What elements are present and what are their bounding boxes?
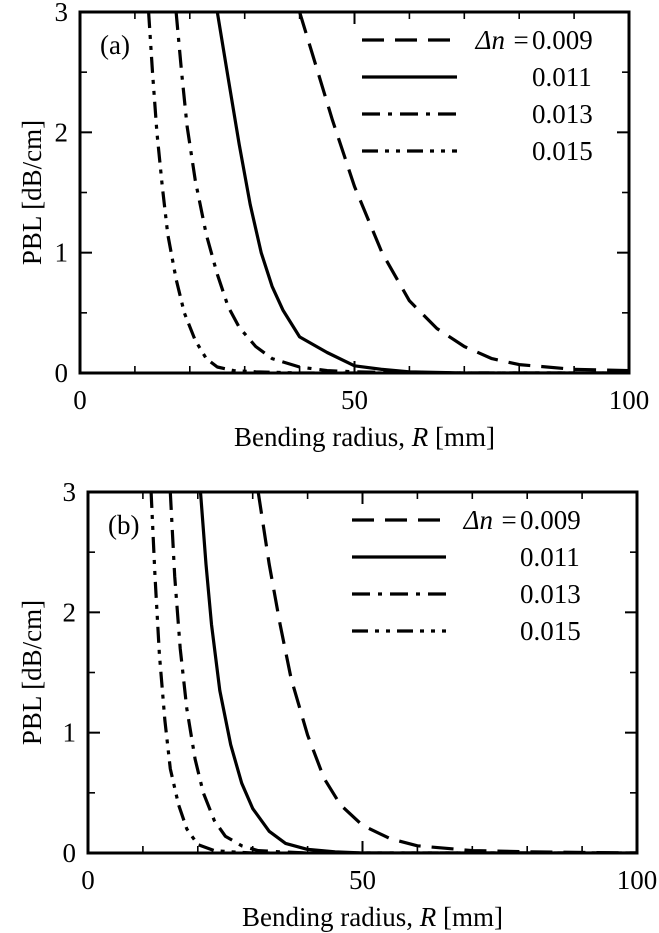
x-tick-label: 0 [73,385,87,415]
legend: Δn = 0.009 0.011 0.013 0.015 [362,25,593,166]
plot-frame [86,490,639,855]
panel-label: (b) [108,510,139,540]
y-tick-label: 3 [55,0,69,27]
legend-delta-n-label: Δn = [475,25,530,55]
y-tick-label: 1 [55,238,69,268]
series-line-0.009 [256,492,637,853]
y-tick-label: 2 [55,117,69,147]
legend-label-0.011: 0.011 [532,62,592,92]
y-tick-label: 1 [63,718,77,748]
series-line-0.013 [168,492,637,853]
x-tick-label: 0 [81,865,95,895]
legend-label-0.011: 0.011 [520,542,580,572]
legend-label-0.009: 0.009 [532,25,593,55]
legend-label-0.013: 0.013 [532,99,593,129]
y-axis-label: PBL [dB/cm] [17,120,47,265]
series-line-0.009 [298,12,629,373]
y-tick-label: 0 [55,358,69,388]
legend: Δn = 0.009 0.011 0.013 0.015 [352,505,581,646]
y-tick-label: 2 [63,597,77,627]
legend-label-0.015: 0.015 [520,616,581,646]
x-axis-label: Bending radius, R [mm] [242,902,503,932]
legend-label-0.015: 0.015 [532,136,593,166]
legend-label-0.009: 0.009 [520,505,581,535]
y-tick-label: 0 [63,838,77,868]
series-line-0.015 [147,12,629,373]
legend-delta-n-label: Δn = [463,505,518,535]
legend-label-0.013: 0.013 [520,579,581,609]
chart-panel-a: 0 50 100 0 1 2 3 (a) Bending radius, R [mm] PB… [17,0,649,452]
panel-label: (a) [100,30,130,60]
x-tick-label: 100 [617,865,658,895]
y-axis-label: PBL [dB/cm] [17,600,47,745]
x-tick-label: 50 [341,385,368,415]
y-tick-label: 3 [63,477,77,507]
x-axis-label: Bending radius, R [mm] [234,422,495,452]
x-tick-label: 50 [349,865,376,895]
plot-frame [78,10,631,375]
chart-panel-b: 0 50 100 0 1 2 3 (b) Bending radius, R [mm] PB… [17,477,657,932]
x-tick-label: 100 [609,385,650,415]
